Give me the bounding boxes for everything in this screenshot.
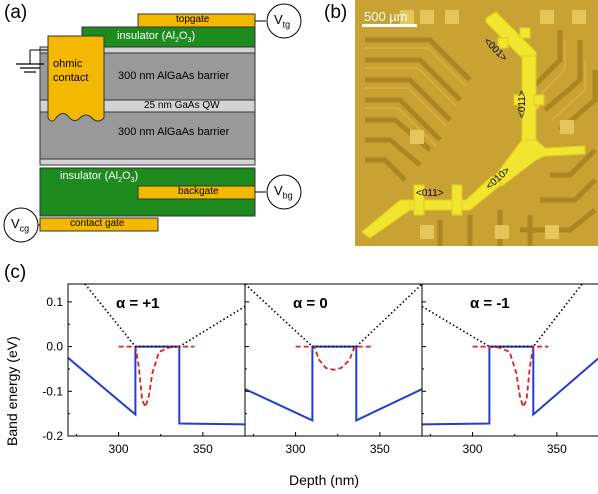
series-line-dashed [295,345,374,371]
y-tick-label: -0.2 [42,429,63,443]
scale-bar-label: 500 µm [364,9,408,24]
vbg-label: Vbg [274,183,293,201]
vtg-terminal [266,3,302,39]
vtg-label: Vtg [274,12,291,30]
ohmic-label-1: ohmic [53,58,83,70]
direction-011-horizontal-label: <011> [416,188,444,199]
top-barrier-label: 300 nm AlGaAs barrier [118,70,230,82]
panel-b-label: (b) [324,2,348,23]
vcg-terminal [3,207,39,243]
plot-frame [421,283,598,437]
series-line-solid [245,345,422,422]
bottom-barrier-label: 300 nm AlGaAs barrier [118,126,230,138]
scale-bar [362,24,417,27]
x-tick-label: 350 [547,442,567,456]
y-tick-label: 0.0 [46,340,63,354]
x-tick-label: 350 [370,442,390,456]
vbg-terminal [266,174,302,210]
series-line-solid [422,345,598,426]
y-axis-label: Band energy (eV) [4,336,20,446]
panel-title: α = -1 [470,295,510,312]
x-tick-label: 300 [109,442,129,456]
series-line-dotted [245,284,422,348]
series-line-dotted [422,284,583,348]
bottom-insulator-label: insulator (Al2O3) [60,170,139,185]
contact-gate-label: contact gate [70,218,125,229]
topgate-label: topgate [176,14,210,25]
panel-title: α = 0 [293,295,328,312]
y-tick-label: -0.1 [42,384,63,398]
x-tick-label: 300 [463,442,483,456]
panel-a-label: (a) [4,2,28,23]
bottom-cap-layer [39,158,256,166]
qw-label: 25 nm GaAs QW [144,100,220,111]
y-tick-label: 0.1 [46,295,63,309]
hall-bar-device [361,11,586,239]
panel-title: α = +1 [116,295,159,312]
x-tick-label: 300 [286,442,306,456]
vcg-label: Vcg [11,216,30,234]
plot-frame [244,283,423,437]
x-axis-label: Depth (nm) [289,472,360,488]
series-line-dotted [84,284,245,348]
top-insulator-label: insulator (Al2O3) [117,30,196,45]
ohmic-label-2: contact [53,72,89,84]
series-line-dashed [118,345,195,410]
series-line-dashed [472,345,549,410]
x-tick-label: 350 [193,442,213,456]
ohmic-contact [47,35,105,122]
backgate-label: backgate [178,186,219,197]
panel-c-label: (c) [4,262,27,283]
series-line-solid [68,345,245,426]
